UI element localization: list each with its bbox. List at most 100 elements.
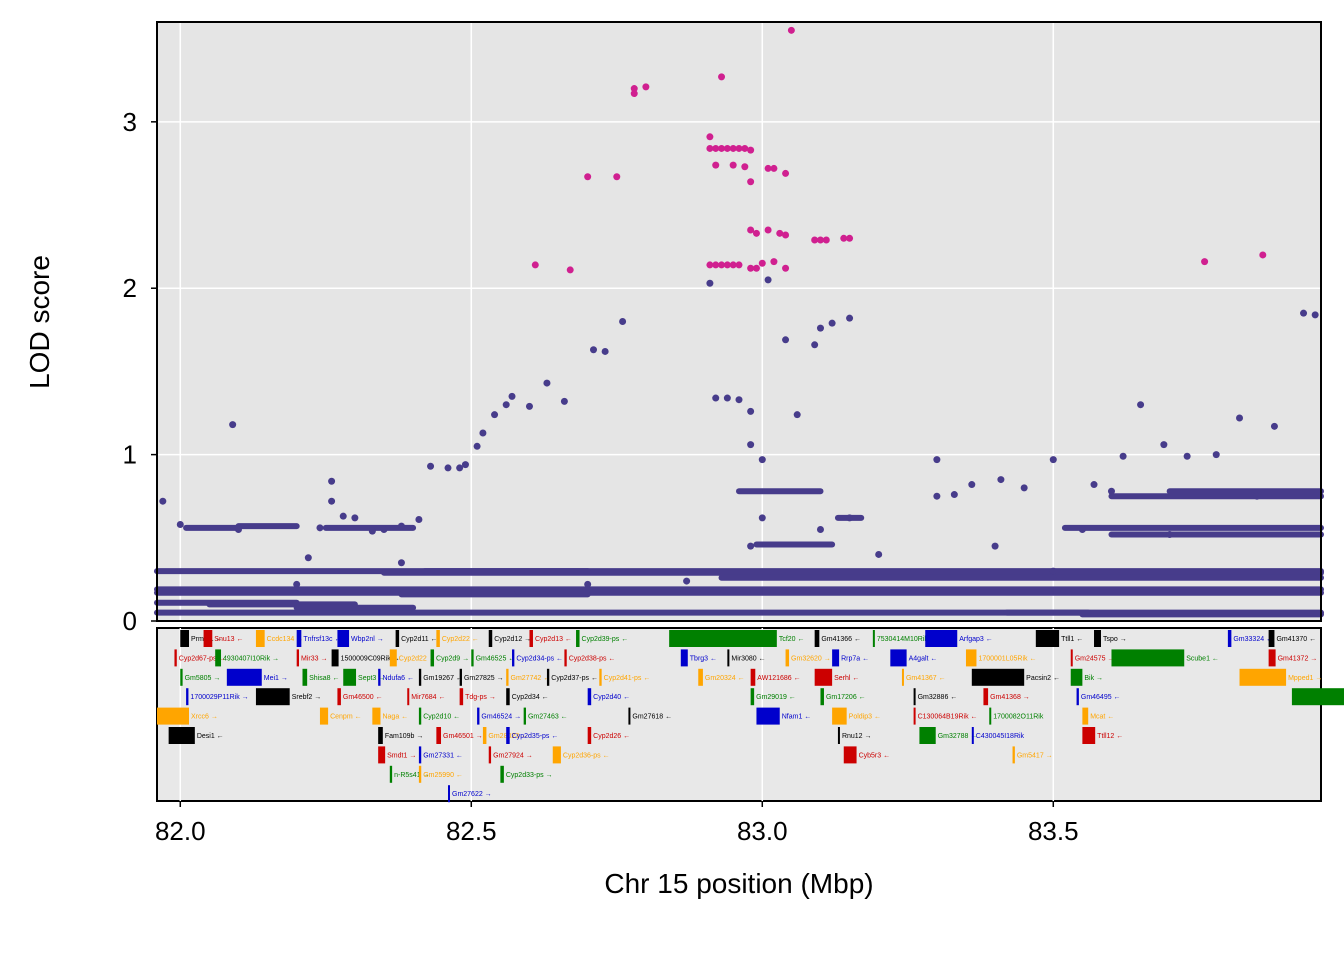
lod-point bbox=[444, 464, 452, 472]
gene-label: Tnfrsf13c ← bbox=[303, 636, 341, 643]
gene: Cyp2d9 → bbox=[430, 649, 469, 667]
gene-body bbox=[459, 688, 464, 706]
gene: Gm29019 ← bbox=[750, 688, 796, 706]
lod-point bbox=[875, 550, 883, 558]
gene-body bbox=[1012, 746, 1015, 764]
lod-point-significant bbox=[846, 234, 854, 242]
lod-point-significant bbox=[718, 144, 726, 152]
gene: Mei1 → bbox=[226, 668, 288, 686]
gene-body bbox=[843, 746, 857, 764]
gene-body bbox=[599, 668, 602, 686]
lod-point bbox=[991, 542, 999, 550]
gene-label: Cyb5r3 ← bbox=[859, 752, 891, 759]
lod-point bbox=[316, 524, 324, 532]
gene-label: Snu13 ← bbox=[214, 636, 243, 643]
lod-point bbox=[712, 394, 720, 402]
gene: Cenpm ← bbox=[319, 707, 362, 725]
gene: Gm41367 ← bbox=[901, 668, 946, 686]
gene: Ndufa6 ← bbox=[378, 668, 414, 686]
gene-body bbox=[168, 727, 195, 744]
gene: Cyp2d34 ← bbox=[506, 688, 549, 706]
lod-point bbox=[811, 341, 819, 349]
gene: Cyp2d35-ps ← bbox=[506, 727, 558, 744]
plot-border bbox=[156, 21, 1322, 622]
gene-body bbox=[1076, 688, 1079, 706]
gene-label: Ttll1 ← bbox=[1061, 636, 1083, 643]
gene-body bbox=[814, 668, 833, 686]
lod-point bbox=[1049, 567, 1057, 575]
gene-label: Gm20324 ← bbox=[705, 675, 745, 682]
gene: 1700082O11Rik bbox=[989, 707, 1044, 725]
gene-label: Gm29019 ← bbox=[756, 694, 796, 701]
lod-point-significant bbox=[712, 161, 720, 169]
gene: Gm27618 ← bbox=[628, 707, 672, 725]
lod-point bbox=[816, 324, 824, 332]
gene: Gm32886 ← bbox=[913, 688, 957, 706]
gene-body bbox=[913, 707, 916, 725]
gene: Gm24575 → bbox=[1070, 649, 1114, 667]
lod-point bbox=[723, 394, 731, 402]
lod-point bbox=[479, 429, 487, 437]
gene-label: Desi1 ← bbox=[197, 733, 224, 740]
lod-point-significant bbox=[770, 258, 778, 266]
gene: Gm27331 ← bbox=[418, 746, 463, 764]
lod-point bbox=[397, 559, 405, 567]
lod-point bbox=[380, 525, 388, 533]
lod-point bbox=[1212, 451, 1220, 459]
gene: Mir7684 ← bbox=[407, 688, 445, 706]
gene: Gm46501 → bbox=[436, 727, 483, 744]
gene-label: 4930407I10Rik → bbox=[223, 655, 279, 662]
gene-label: Cyp2d10 ← bbox=[423, 714, 460, 721]
gene: Cyp2d41-ps ← bbox=[599, 668, 650, 686]
gene-body bbox=[389, 649, 397, 667]
gene-label: 1700029P11Rik → bbox=[190, 694, 248, 701]
lod-point-significant bbox=[747, 264, 755, 272]
gene-label: Mir7684 ← bbox=[411, 694, 445, 701]
lod-point bbox=[502, 401, 510, 409]
gene: Cyp2d10 ← bbox=[418, 707, 460, 725]
gene-body bbox=[186, 688, 189, 706]
gene: Serhl ← bbox=[814, 668, 859, 686]
y-tick-label: 1 bbox=[123, 440, 137, 470]
gene-label: Cyp2d34-ps ← bbox=[516, 655, 563, 662]
gene-label: Gm27618 ← bbox=[632, 714, 672, 721]
gene-label: Gm46500 ← bbox=[343, 694, 383, 701]
gene: Mpped1 → bbox=[1239, 668, 1322, 686]
gene-label: 7530414M10Rik bbox=[877, 636, 928, 643]
gene-label: Mcat ← bbox=[1090, 714, 1114, 721]
gene-body bbox=[180, 630, 190, 647]
lod-point bbox=[1160, 441, 1168, 449]
lod-point-significant bbox=[712, 144, 720, 152]
lod-point bbox=[397, 522, 405, 530]
gene-body bbox=[180, 668, 183, 686]
gene: Gm41372 → bbox=[1268, 649, 1318, 667]
x-tick-label: 83.0 bbox=[737, 816, 788, 846]
lod-point-significant bbox=[764, 164, 772, 172]
gene-body bbox=[418, 746, 422, 764]
gene-body bbox=[919, 727, 936, 744]
gene-label: Serhl ← bbox=[834, 675, 859, 682]
gene-body bbox=[564, 649, 567, 667]
lod-point bbox=[1166, 530, 1174, 538]
gene-body bbox=[302, 668, 308, 686]
lod-point-significant bbox=[1259, 251, 1267, 259]
lod-point-significant bbox=[630, 85, 638, 93]
gene-body bbox=[500, 765, 504, 783]
gene: Gm20324 ← bbox=[698, 668, 745, 686]
gene-label: Mei1 → bbox=[264, 675, 288, 682]
gene-label: Xrcc6 → bbox=[191, 714, 218, 721]
lod-point bbox=[747, 441, 755, 449]
gene-label: Tbrg3 ← bbox=[690, 655, 717, 662]
gene-label: Cyp2d33-ps → bbox=[506, 772, 553, 779]
lod-point bbox=[525, 402, 533, 410]
gene: 1700029P11Rik → bbox=[186, 688, 249, 706]
lod-point-significant bbox=[776, 229, 784, 237]
lod-point-significant bbox=[712, 261, 720, 269]
lod-point-significant bbox=[782, 264, 790, 272]
gene: Gm46525 ← bbox=[471, 649, 515, 667]
gene-label: Gm41372 → bbox=[1278, 655, 1318, 662]
gene: Tdg-ps → bbox=[459, 688, 496, 706]
gene-label: Gm27622 → bbox=[452, 791, 492, 798]
x-tick-label: 82.0 bbox=[155, 816, 206, 846]
gene: Cyp2d26 ← bbox=[587, 727, 630, 744]
